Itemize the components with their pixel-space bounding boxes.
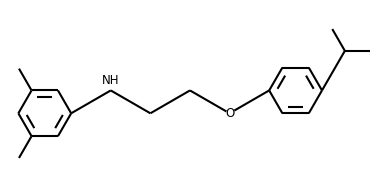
Text: O: O <box>225 107 234 120</box>
Text: NH: NH <box>102 74 119 87</box>
